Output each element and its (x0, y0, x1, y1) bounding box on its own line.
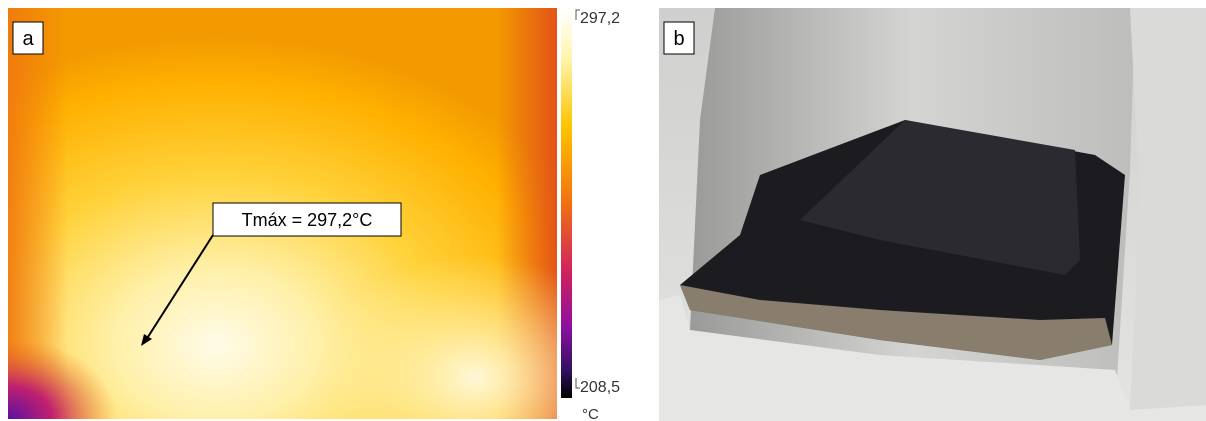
annotation: Tmáx = 297,2°C (242, 210, 373, 230)
panel-label: a (22, 28, 34, 50)
wall-right (1130, 8, 1206, 410)
figure: a Tmáx = 297,2°C 297,2 208,5 °C b (0, 0, 1206, 421)
thermal-panel: a Tmáx = 297,2°C (8, 8, 557, 419)
photo-panel: b (659, 8, 1206, 421)
colorbar: 297,2 208,5 °C (561, 10, 620, 421)
colorbar-max: 297,2 (580, 10, 620, 27)
figure-canvas: a Tmáx = 297,2°C 297,2 208,5 °C b (0, 0, 1206, 421)
colorbar-unit: °C (582, 406, 599, 421)
colorbar-gradient (561, 10, 572, 398)
panel-label: b (673, 28, 684, 50)
colorbar-min: 208,5 (580, 379, 620, 396)
